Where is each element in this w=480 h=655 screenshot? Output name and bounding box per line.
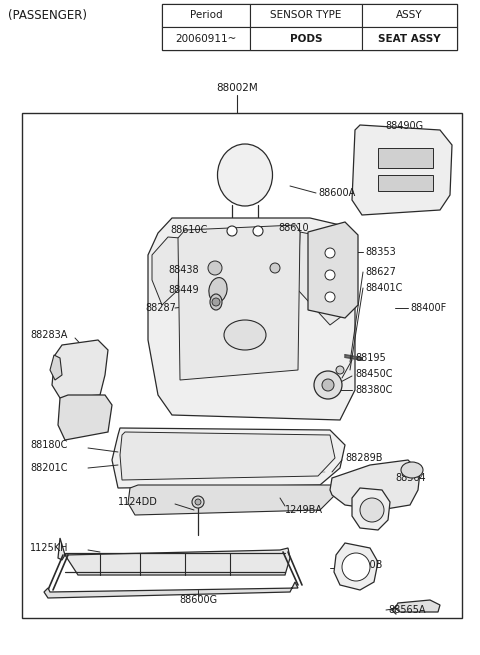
- Polygon shape: [52, 340, 108, 398]
- Circle shape: [253, 226, 263, 236]
- Bar: [378, 148, 433, 168]
- Circle shape: [325, 248, 335, 258]
- Polygon shape: [395, 600, 440, 612]
- Text: 88600G: 88600G: [179, 595, 217, 605]
- Text: SENSOR TYPE: SENSOR TYPE: [270, 10, 342, 20]
- Circle shape: [314, 371, 342, 399]
- Circle shape: [208, 261, 222, 275]
- Circle shape: [195, 499, 201, 505]
- Text: 88289B: 88289B: [345, 453, 383, 463]
- Circle shape: [325, 292, 335, 302]
- Polygon shape: [58, 395, 112, 440]
- Polygon shape: [128, 485, 335, 515]
- Polygon shape: [330, 460, 420, 510]
- Ellipse shape: [401, 462, 423, 478]
- Circle shape: [270, 263, 280, 273]
- Polygon shape: [120, 432, 335, 480]
- Text: 88400F: 88400F: [410, 303, 446, 313]
- Ellipse shape: [224, 320, 266, 350]
- Text: 88180B: 88180B: [345, 560, 383, 570]
- Text: 88600A: 88600A: [318, 188, 355, 198]
- Polygon shape: [352, 488, 390, 530]
- Bar: [162, 27, 250, 50]
- Text: 88180C: 88180C: [30, 440, 67, 450]
- Circle shape: [360, 498, 384, 522]
- Bar: [362, 27, 457, 50]
- Polygon shape: [50, 355, 62, 380]
- Text: 1124DD: 1124DD: [118, 497, 158, 507]
- Text: 88002M: 88002M: [216, 83, 258, 93]
- Text: ASSY: ASSY: [396, 10, 423, 20]
- Text: 88438: 88438: [168, 265, 199, 275]
- Text: 88283A: 88283A: [30, 330, 67, 340]
- Text: 88450C: 88450C: [355, 369, 393, 379]
- Circle shape: [342, 553, 370, 581]
- Text: 88380C: 88380C: [355, 385, 392, 395]
- Text: Period: Period: [190, 10, 222, 20]
- Ellipse shape: [210, 294, 222, 310]
- Circle shape: [325, 270, 335, 280]
- Bar: [250, 4, 362, 27]
- Polygon shape: [308, 222, 358, 318]
- Polygon shape: [58, 538, 290, 575]
- Text: 1249BA: 1249BA: [285, 505, 323, 515]
- Text: 88195: 88195: [355, 353, 386, 363]
- Text: 88401C: 88401C: [365, 283, 402, 293]
- Text: 88287: 88287: [145, 303, 176, 313]
- Polygon shape: [148, 218, 355, 420]
- Text: 88364: 88364: [395, 473, 426, 483]
- Ellipse shape: [217, 144, 273, 206]
- Text: 88565A: 88565A: [388, 605, 425, 615]
- Text: 88490G: 88490G: [385, 121, 423, 131]
- Bar: [22, 113, 462, 618]
- Circle shape: [192, 496, 204, 508]
- Text: 88610: 88610: [278, 223, 309, 233]
- Text: (PASSENGER): (PASSENGER): [8, 10, 87, 22]
- Text: 88627: 88627: [365, 267, 396, 277]
- Text: SEAT ASSY: SEAT ASSY: [378, 33, 441, 43]
- Text: 88353: 88353: [365, 247, 396, 257]
- Bar: [378, 175, 433, 191]
- Polygon shape: [44, 582, 298, 598]
- Polygon shape: [352, 125, 452, 215]
- Polygon shape: [334, 543, 378, 590]
- Bar: [162, 4, 457, 50]
- Ellipse shape: [209, 278, 227, 303]
- Bar: [362, 4, 457, 27]
- Polygon shape: [178, 225, 300, 380]
- Circle shape: [227, 226, 237, 236]
- Polygon shape: [152, 237, 180, 305]
- Text: 1125KH: 1125KH: [30, 543, 69, 553]
- Circle shape: [212, 298, 220, 306]
- Text: 88610C: 88610C: [170, 225, 207, 235]
- Bar: [250, 27, 362, 50]
- Circle shape: [336, 366, 344, 374]
- Text: PODS: PODS: [290, 33, 322, 43]
- Text: 20060911~: 20060911~: [175, 33, 237, 43]
- Circle shape: [322, 379, 334, 391]
- Polygon shape: [112, 428, 345, 488]
- Bar: [162, 4, 250, 27]
- Polygon shape: [298, 232, 350, 325]
- Text: 88449: 88449: [168, 285, 199, 295]
- Text: 88201C: 88201C: [30, 463, 68, 473]
